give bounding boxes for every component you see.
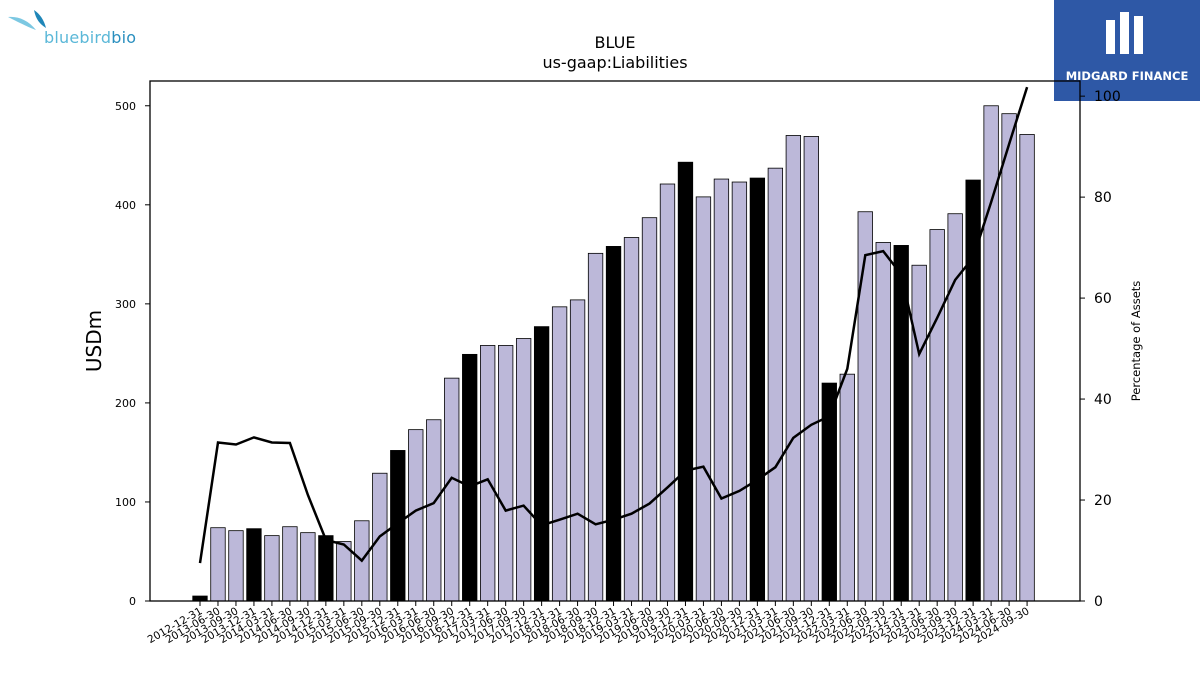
bar [300,532,316,602]
y2-tick-label: 80 [1094,190,1112,206]
bar [623,237,640,602]
bar [282,526,298,602]
bar [605,246,622,602]
bar [875,242,891,602]
bar [533,326,550,602]
bar [857,211,873,602]
logo-brand-text: MIDGARD FINANCE [1065,69,1189,83]
bar [1001,113,1017,602]
bar [713,178,730,602]
bar [246,528,262,602]
bar [659,183,676,602]
bar [569,299,586,602]
bar [192,595,208,602]
bar [515,338,532,602]
y-axis-right: 0 20 40 60 80 100 [1080,89,1121,610]
y-tick-label: 300 [115,298,136,311]
bar [803,136,819,602]
plot-frame [149,80,1081,602]
bar [318,535,334,602]
bar [929,229,945,602]
y2-tick-label: 20 [1094,493,1112,509]
percentage-line [198,86,1029,564]
logo-text-bluebird: bluebird [44,28,112,47]
midgard-emblem-icon [1106,12,1143,54]
bar [1019,134,1035,602]
bar [228,530,244,602]
bar-series [192,105,1035,602]
y2-tick-label: 0 [1094,594,1103,610]
x-axis: 2012-12-312013-06-302013-09-302013-12-31… [146,601,1032,646]
bluebird-bio-logo: bluebirdbio [6,8,166,52]
y-tick-label: 100 [115,496,136,509]
bar [587,252,604,602]
y2-tick-label: 100 [1094,89,1121,105]
bar [498,345,514,602]
bar [731,181,748,602]
chart-subtitle: us-gaap:Liabilities [542,53,687,72]
y2-axis-label: Percentage of Assets [1129,281,1143,402]
midgard-finance-logo: MIDGARD FINANCE [1054,0,1200,101]
bar [444,377,460,602]
bar [462,353,478,602]
chart-title: BLUE [595,33,636,52]
y2-tick-label: 40 [1094,392,1112,408]
bar [641,217,658,602]
bird-icon [8,10,46,30]
y-tick-label: 400 [115,199,136,212]
bar [767,167,784,602]
y2-tick-label: 60 [1094,291,1112,307]
bar [749,177,766,602]
bar [695,196,712,602]
bar [785,135,801,602]
logo-text-bio: bio [111,28,137,47]
y-tick-label: 500 [115,100,136,113]
y-tick-label: 0 [129,595,136,608]
bar [983,105,999,602]
bar [426,419,442,602]
bar [264,535,280,602]
bar [677,161,694,602]
bar [911,264,927,602]
y-tick-label: 200 [115,397,136,410]
logo-wordmark: bluebirdbio [44,28,136,47]
bar [210,527,226,602]
bar [551,306,568,602]
bar [839,373,855,602]
y-axis-label: USDm [82,310,106,372]
bar [480,345,496,602]
y-axis-left: 0 100 200 300 400 500 [115,100,150,608]
